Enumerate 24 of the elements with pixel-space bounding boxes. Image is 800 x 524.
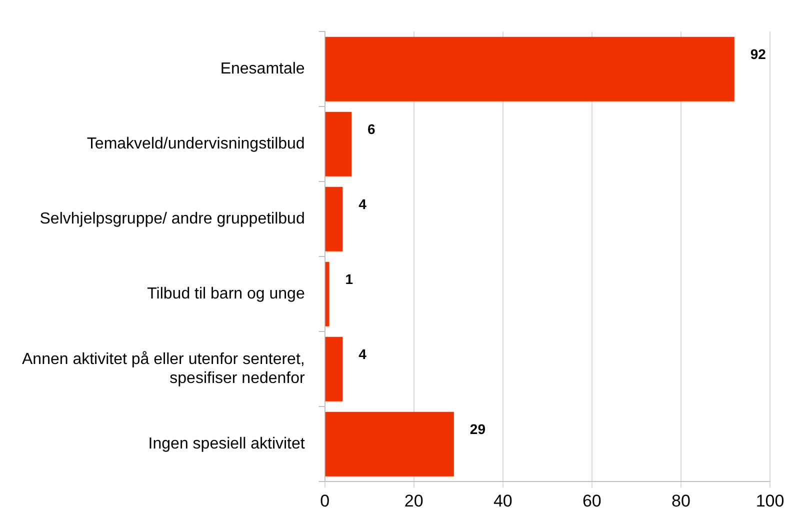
bar — [325, 412, 454, 476]
data-label: 92 — [750, 46, 766, 62]
bar — [325, 262, 330, 326]
data-label: 4 — [358, 346, 367, 362]
y-tick-label: Ingen spesiell aktivitet — [148, 436, 306, 453]
bar — [325, 186, 343, 252]
y-tick-label: Selvhjelpsgruppe/ andre gruppetilbud — [40, 210, 305, 228]
y-tick-label: Temakveld/undervisningstilbud — [86, 136, 305, 153]
bar — [325, 112, 352, 176]
y-tick-label: Tilbud til barn og unge — [147, 286, 305, 303]
x-tick-label: 40 — [493, 491, 512, 510]
x-tick-label: 20 — [404, 491, 424, 510]
bar — [325, 336, 343, 402]
data-label: 4 — [358, 196, 367, 212]
data-label: 1 — [345, 270, 354, 287]
data-label: 29 — [470, 420, 486, 437]
y-tick-label: Enesamtale — [220, 60, 305, 78]
bar — [325, 36, 734, 102]
data-label: 6 — [368, 120, 376, 137]
x-tick-label: 100 — [756, 491, 784, 510]
x-tick-label: 0 — [320, 491, 330, 510]
y-tick-label: Annen aktivitet på eller utenfor senteret, spesifiser nedenfor — [22, 350, 306, 388]
x-tick-label: 60 — [582, 491, 602, 510]
x-tick-label: 80 — [672, 491, 690, 510]
